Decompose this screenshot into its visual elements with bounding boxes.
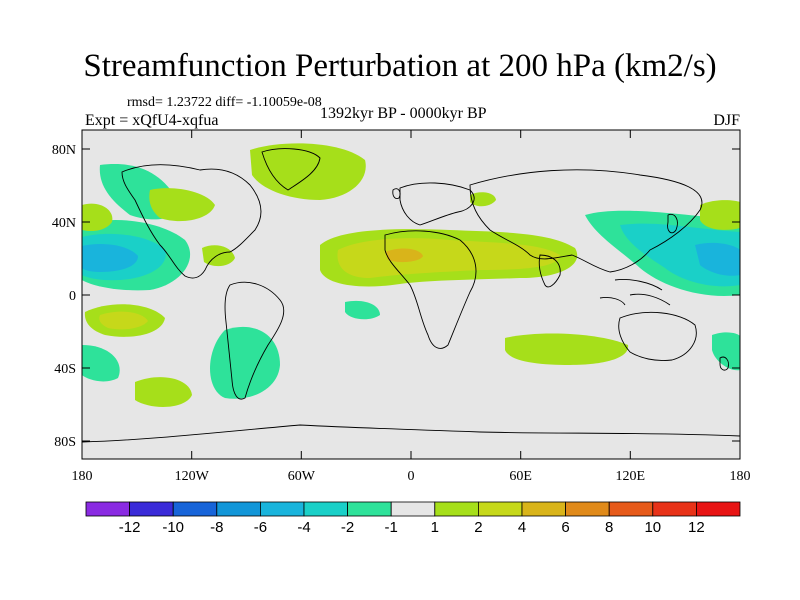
lat-label: 80S [54,435,76,450]
coastline-africa [384,230,477,349]
lon-label: 0 [408,469,415,484]
contour-pos-natlantic [149,188,215,222]
colorbar-label: 4 [518,519,526,536]
colorbar-swatch [303,501,348,517]
lat-labels: 80N 40N 0 40S 80S [52,143,76,450]
stats-line: rmsd= 1.23722 diff= -1.10059e-08 [127,95,322,110]
colorbar-swatch [434,501,479,517]
experiment-label: Expt = xQfU4-xqfua [85,112,219,129]
colorbar-label: -8 [210,519,223,536]
colorbar-label: -4 [297,519,310,536]
coastline-australia [618,311,697,361]
coastline-asia [469,169,703,273]
lon-label: 60E [509,469,532,484]
coastline-europe [399,182,475,226]
colorbar-swatch [216,501,261,517]
lat-axis [82,148,740,442]
colorbar-label: 8 [605,519,613,536]
lon-label: 180 [730,469,751,484]
period-label: 1392kyr BP - 0000kyr BP [320,105,487,122]
lon-label: 120W [175,469,210,484]
lon-label: 60W [288,469,316,484]
colorbar [85,501,741,517]
coastlines [81,148,741,443]
lon-label: 120E [616,469,646,484]
season-label: DJF [713,112,740,129]
colorbar-swatch [608,501,654,517]
colorbar-label: -1 [385,519,398,536]
colorbar-label: -12 [119,519,141,536]
lon-label: 180 [72,469,93,484]
lon-labels: 180 120W 60W 0 60E 120E 180 [72,469,751,484]
coastline-greenland [261,148,321,191]
colorbar-swatch [652,501,697,517]
colorbar-swatch [85,501,130,517]
lon-axis [191,130,631,459]
colorbar-swatch [696,501,741,517]
coastline-antarctica [81,424,741,443]
contour-pos-greenland [250,143,366,200]
colorbar-label: 12 [688,519,705,536]
lat-label: 40S [54,362,76,377]
contour-neg-spacific [210,326,280,399]
colorbar-swatch [390,501,436,517]
colorbar-label: 2 [474,519,482,536]
lat-label: 40N [52,216,76,231]
colorbar-label: -10 [162,519,184,536]
colorbar-swatch [521,501,566,517]
colorbar-swatch [477,501,523,517]
contour-pos-sindian [505,333,629,365]
map-title: Streamfunction Perturbation at 200 hPa (… [83,48,717,84]
colorbar-swatch [259,501,305,517]
lat-label: 0 [69,289,76,304]
coastline-south-america [224,281,285,400]
colorbar-swatch [565,501,610,517]
colorbar-swatch [347,501,392,517]
colorbar-label: 6 [561,519,569,536]
colorbar-label: -6 [254,519,267,536]
contour-fills [82,143,740,407]
lat-label: 80N [52,143,76,158]
colorbar-label: 10 [644,519,661,536]
colorbar-label: -2 [341,519,354,536]
colorbar-swatch [172,501,218,517]
colorbar-labels: -12 -10 -8 -6 -4 -2 -1 1 2 4 6 8 10 12 [119,519,705,536]
coastline-north-america [121,164,262,279]
colorbar-label: 1 [431,519,439,536]
colorbar-swatch [129,501,174,517]
